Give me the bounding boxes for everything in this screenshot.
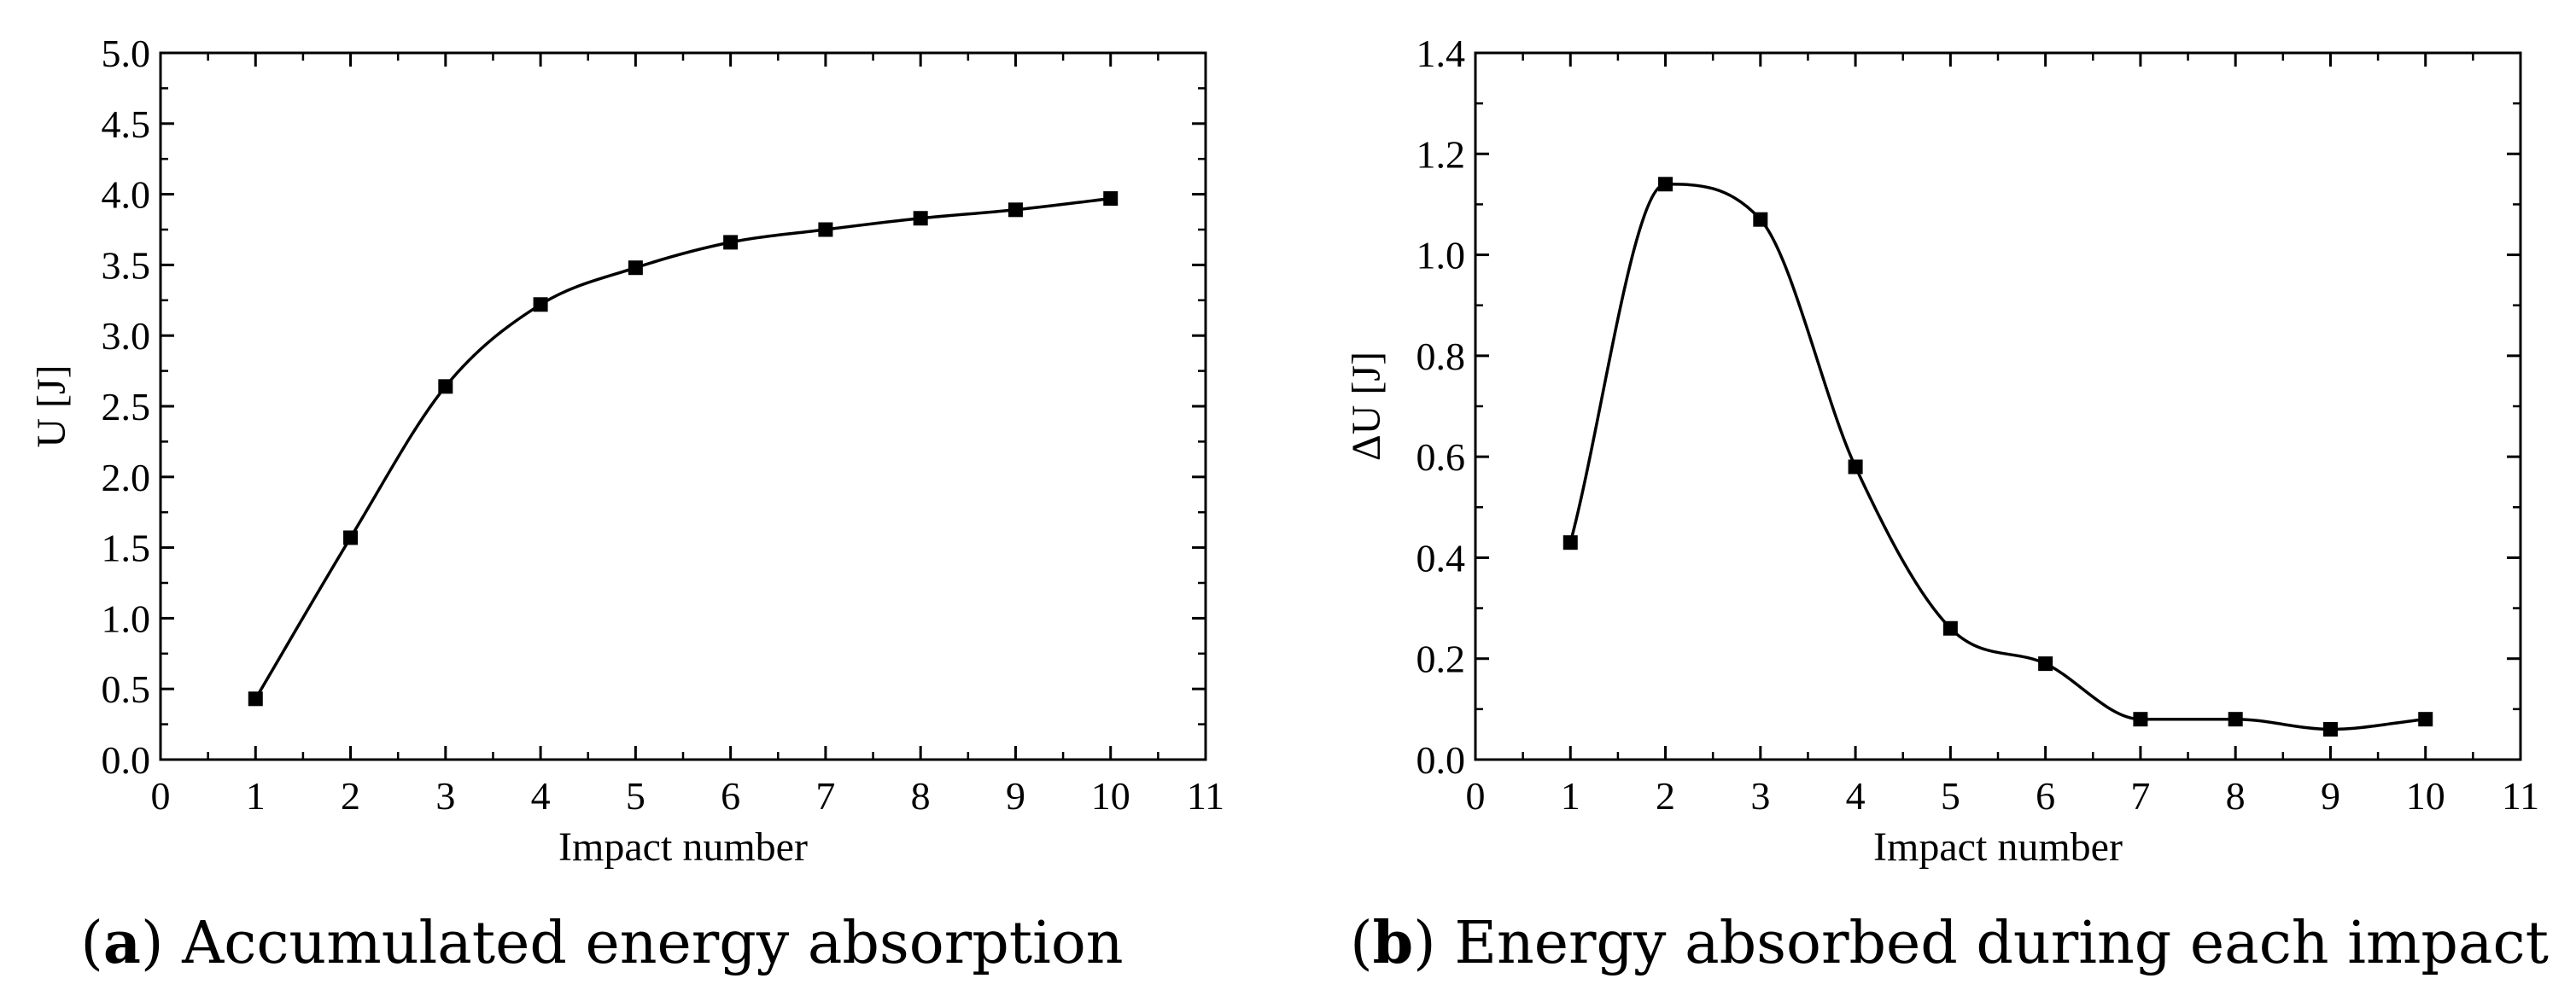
- data-point-marker: [2322, 722, 2338, 737]
- data-point-marker: [818, 222, 833, 237]
- y-tick-label: 0.5: [102, 667, 151, 711]
- data-point-marker: [1848, 459, 1863, 475]
- ticks-a: [159, 51, 1207, 761]
- data-point-marker: [723, 235, 739, 250]
- data-point-marker: [343, 530, 359, 545]
- data-point-marker: [2038, 656, 2053, 672]
- x-tick-label: 2: [1656, 774, 1675, 818]
- data-point-marker: [913, 211, 928, 226]
- x-tick-label: 7: [815, 774, 835, 818]
- x-tick-label: 7: [2130, 774, 2150, 818]
- x-tick-label: 4: [531, 774, 551, 818]
- data-point-marker: [628, 260, 643, 276]
- data-point-marker: [1008, 202, 1023, 218]
- y-tick-label: 0.2: [1417, 638, 1466, 681]
- ticks-b: [1474, 51, 2522, 761]
- x-tick-label: 2: [341, 774, 360, 818]
- y-tick-label: 1.5: [102, 527, 151, 570]
- markers-b: [1563, 177, 2433, 737]
- caption-b: (b) Energy absorbed during each impact: [1350, 909, 2549, 977]
- y-tick-label: 0.4: [1417, 536, 1466, 580]
- x-tick-label: 1: [1561, 774, 1580, 818]
- x-tick-label: 10: [2406, 774, 2445, 818]
- y-tick-label: 1.2: [1417, 132, 1466, 176]
- caption-close-paren-a: ): [141, 910, 182, 977]
- x-tick-label: 3: [435, 774, 455, 818]
- fit-curve-a: [254, 196, 1111, 700]
- x-tick-label: 0: [1466, 774, 1486, 818]
- y-tick-label: 3.0: [102, 314, 151, 358]
- subplot-letter-a: a: [103, 909, 141, 977]
- y-tick-label: 2.0: [102, 456, 151, 499]
- x-tick-label: 5: [1941, 774, 1960, 818]
- data-point-marker: [1753, 212, 1768, 227]
- data-point-marker: [1942, 620, 1958, 636]
- x-tick-label: 6: [721, 774, 740, 818]
- data-point-marker: [248, 691, 263, 707]
- x-axis-title-a: Impact number: [558, 824, 808, 870]
- data-point-marker: [2418, 712, 2433, 727]
- subplot-letter-b: b: [1373, 909, 1414, 977]
- y-tick-label: 4.5: [102, 102, 151, 146]
- data-point-marker: [533, 297, 548, 312]
- y-tick-label: 1.4: [1417, 32, 1466, 75]
- x-axis-title-b: Impact number: [1873, 824, 2123, 870]
- markers-a: [248, 191, 1119, 707]
- caption-text-b: Energy absorbed during each impact: [1454, 910, 2549, 977]
- y-tick-label: 4.0: [102, 173, 151, 217]
- plot-area-b: 0 1 2 3 4 5 6 7 8 9 10 11 0.0 0.2 0.4 0.6 0.8 1.0 1.2 1.4: [1417, 32, 2540, 818]
- x-tick-label: 9: [2321, 774, 2340, 818]
- x-tick-label: 11: [2502, 774, 2539, 818]
- y-tick-label: 5.0: [102, 32, 151, 75]
- y-tick-label: 0.8: [1417, 335, 1466, 378]
- x-tick-label: 6: [2036, 774, 2055, 818]
- x-tick-label: 8: [911, 774, 931, 818]
- plot-area-a: 0 1 2 3 4 5 6 7 8 9 10 11 0.0 0.5 1.0 1.5 2.0 2.5 3.0 3.5 4.…: [102, 32, 1225, 818]
- x-tick-label: 5: [626, 774, 645, 818]
- caption-close-paren-b: ): [1413, 910, 1454, 977]
- data-point-marker: [2133, 712, 2148, 727]
- y-tick-label: 3.5: [102, 243, 151, 287]
- x-tick-label: 1: [246, 774, 266, 818]
- tick-labels-a: 0 1 2 3 4 5 6 7 8 9 10 11 0.0 0.5 1.0 1.5 2.0 2.5 3.0 3.5 4.…: [102, 32, 1225, 818]
- caption-open-paren-b: (: [1350, 910, 1373, 977]
- y-tick-label: 2.5: [102, 385, 151, 428]
- y-axis-title-b: ΔU [J]: [1344, 352, 1389, 461]
- data-point-marker: [1103, 191, 1119, 207]
- y-tick-label: 1.0: [102, 597, 151, 640]
- data-point-marker: [438, 379, 453, 394]
- x-tick-label: 10: [1091, 774, 1130, 818]
- data-point-marker: [1658, 177, 1674, 192]
- axes-frame-a: [159, 51, 1207, 761]
- x-tick-label: 8: [2226, 774, 2246, 818]
- y-tick-label: 0.0: [1417, 738, 1466, 782]
- chart-panel-b: 0 1 2 3 4 5 6 7 8 9 10 11 0.0 0.2 0.4 0.6 0.8 1.0 1.2 1.4 I…: [1344, 32, 2549, 977]
- x-tick-label: 3: [1750, 774, 1770, 818]
- chart-panel-a: 0 1 2 3 4 5 6 7 8 9 10 11 0.0 0.5 1.0 1.5 2.0 2.5 3.0 3.5 4.…: [29, 32, 1224, 977]
- caption-open-paren-a: (: [80, 910, 103, 977]
- fit-curve-b: [1568, 183, 2426, 731]
- data-point-marker: [2228, 712, 2243, 727]
- data-point-marker: [1563, 535, 1578, 550]
- x-tick-label: 4: [1846, 774, 1866, 818]
- y-axis-title-a: U [J]: [29, 364, 74, 447]
- y-tick-label: 1.0: [1417, 234, 1466, 277]
- x-tick-label: 9: [1006, 774, 1025, 818]
- y-tick-label: 0.6: [1417, 435, 1466, 479]
- tick-labels-b: 0 1 2 3 4 5 6 7 8 9 10 11 0.0 0.2 0.4 0.6 0.8 1.0 1.2 1.4: [1417, 32, 2540, 818]
- x-tick-label: 0: [151, 774, 171, 818]
- x-tick-label: 11: [1187, 774, 1224, 818]
- caption-text-a: Accumulated energy absorption: [181, 910, 1123, 977]
- caption-a: (a) Accumulated energy absorption: [80, 909, 1123, 977]
- y-tick-label: 0.0: [102, 738, 151, 782]
